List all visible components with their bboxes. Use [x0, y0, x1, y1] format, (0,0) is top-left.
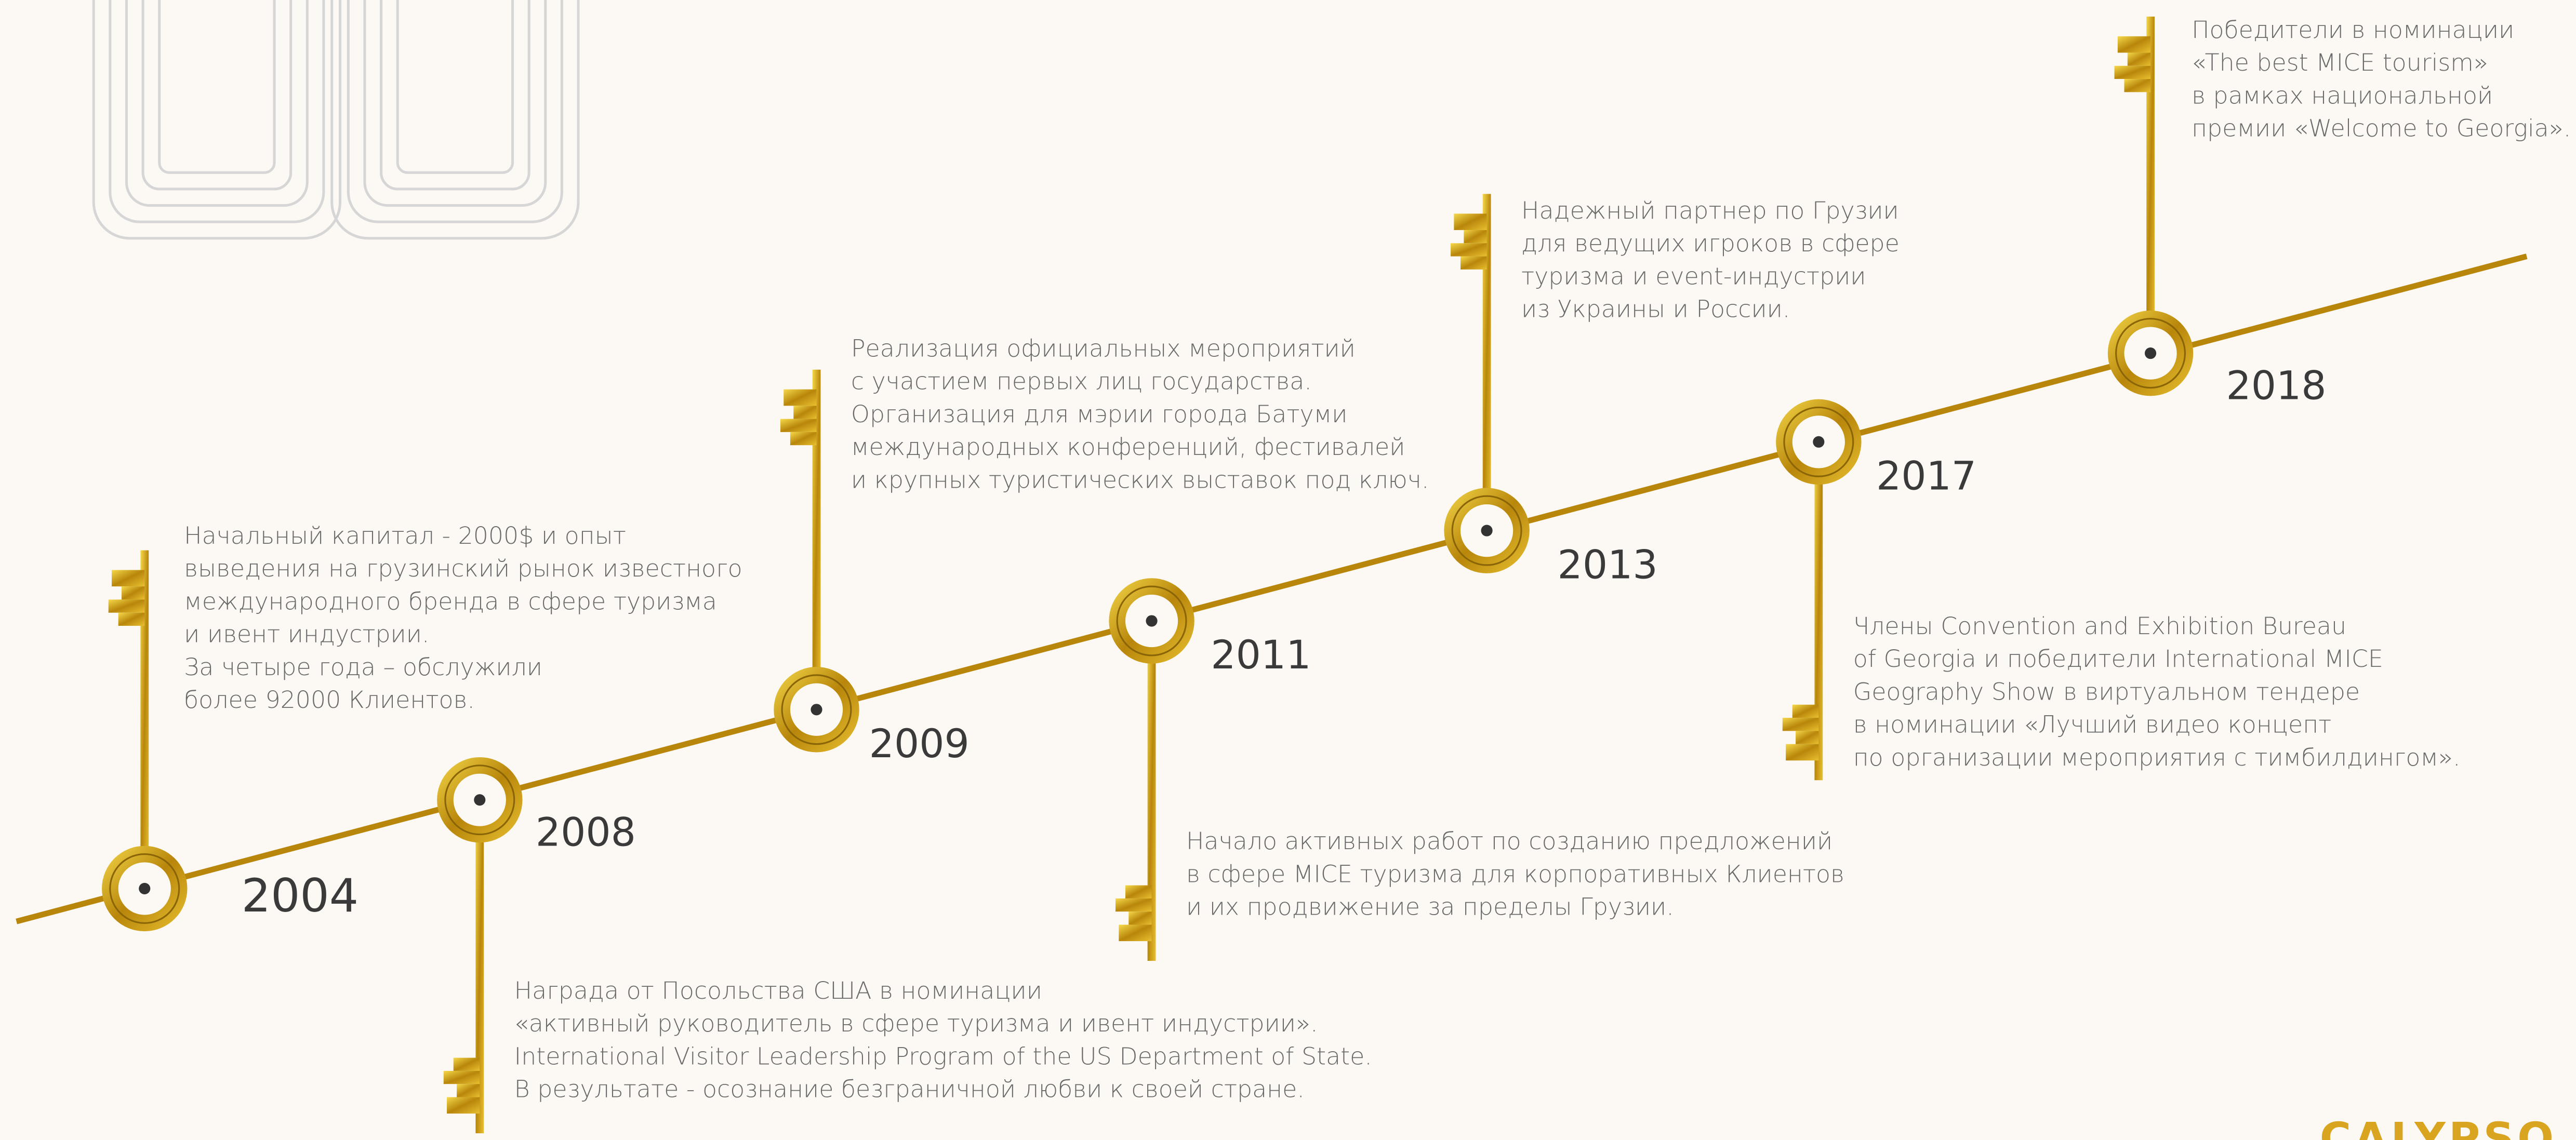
key-tooth [122, 586, 144, 599]
description-line: Организация для мэрии города Батуми [851, 400, 1348, 428]
key-tooth [2124, 79, 2150, 92]
description-line: в номинации «Лучший видео концепт [1853, 710, 2332, 739]
description-line: Победители в номинации [2192, 16, 2514, 44]
description-line: из Украины и России. [1521, 295, 1790, 323]
key-tooth [1783, 718, 1819, 731]
description-line: выведения на грузинский рынок известного [184, 554, 742, 582]
year-label: 2009 [869, 721, 970, 767]
description-line: International Visitor Leadership Program… [514, 1042, 1372, 1070]
year-label: 2011 [1211, 632, 1311, 678]
description-line: в сфере MICE туризма для корпоративных К… [1186, 860, 1844, 888]
key-tooth [1796, 731, 1818, 744]
description-line: of Georgia и победители International MI… [1853, 645, 2383, 673]
description-line: международных конференций, фестивалей [851, 433, 1405, 461]
key-tooth [112, 570, 144, 587]
description-line: и крупных туристических выставок под клю… [851, 465, 1429, 493]
description-line: премии «Welcome to Georgia». [2192, 114, 2571, 142]
key-dot [2145, 347, 2156, 359]
key-dot [139, 883, 150, 894]
key-tooth [1116, 898, 1152, 911]
logo: CALYPSO [2320, 1114, 2557, 1140]
description-line: Реализация официальных мероприятий [851, 334, 1356, 362]
key-tooth [1454, 213, 1486, 230]
key-tooth [1464, 230, 1486, 243]
key-tooth [2128, 52, 2150, 65]
description-line: Члены Convention and Exhibition Bureau [1853, 612, 2346, 640]
key-dot [811, 704, 822, 715]
description-line: «The best MICE tourism» [2192, 48, 2488, 76]
description-line: более 92000 Клиентов. [184, 686, 475, 714]
key-tooth [118, 613, 145, 626]
key-dot [1481, 525, 1493, 537]
key-tooth [2114, 66, 2150, 79]
key-dot [474, 794, 485, 806]
description-line: туризма и event-индустрии [1521, 262, 1866, 290]
year-label: 2017 [1876, 453, 1976, 499]
description-line: В результате - осознание безграничной лю… [514, 1075, 1305, 1103]
description-line: Начальный капитал - 2000$ и опыт [184, 521, 626, 549]
description-line: Geography Show в виртуальном тендере [1853, 677, 2360, 705]
key-tooth [1786, 744, 1818, 761]
key-tooth [784, 390, 816, 406]
key-tooth [1128, 911, 1151, 924]
year-label: 2018 [2226, 363, 2326, 409]
year-label: 2004 [242, 869, 358, 922]
description-line: Начало активных работ по созданию предло… [1186, 827, 1833, 855]
timeline: CALYPSO 2004 Начальный капитал - 2000$ и … [0, 0, 2576, 1140]
key-tooth [780, 419, 817, 432]
key-tooth [790, 432, 817, 445]
description-line: по организации мероприятия с тимбилдинго… [1853, 743, 2461, 771]
description-line: Награда от Посольства США в номинации [514, 976, 1042, 1004]
year-label: 2008 [536, 810, 636, 855]
key-tooth [2118, 36, 2150, 53]
description-line: международного бренда в сфере туризма [184, 587, 717, 615]
key-dot [1146, 615, 1157, 626]
key-tooth [793, 406, 816, 419]
key-tooth [457, 1084, 480, 1097]
description-line: «активный руководитель в сфере туризма и… [514, 1009, 1318, 1037]
key-dot [1813, 436, 1824, 448]
key-tooth [109, 599, 145, 612]
description-line: Надежный партнер по Грузии [1521, 196, 1899, 224]
key-tooth [1451, 243, 1487, 256]
key-tooth [444, 1071, 480, 1084]
description-line: в рамках национальной [2192, 81, 2493, 109]
key-tooth [1125, 886, 1152, 898]
description-line: для ведущих игроков в сфере [1521, 229, 1900, 257]
key-tooth [454, 1058, 480, 1071]
key-tooth [1460, 257, 1487, 270]
key-tooth [1792, 705, 1819, 718]
key-tooth [1119, 924, 1151, 941]
description-line: и их продвижение за пределы Грузии. [1186, 893, 1674, 921]
year-label: 2013 [1558, 542, 1658, 587]
description-line: и ивент индустрии. [184, 620, 429, 648]
description-line: За четыре года – обслужили [184, 653, 542, 681]
description-line: с участием первых лиц государства. [851, 367, 1312, 395]
key-tooth [447, 1097, 480, 1114]
